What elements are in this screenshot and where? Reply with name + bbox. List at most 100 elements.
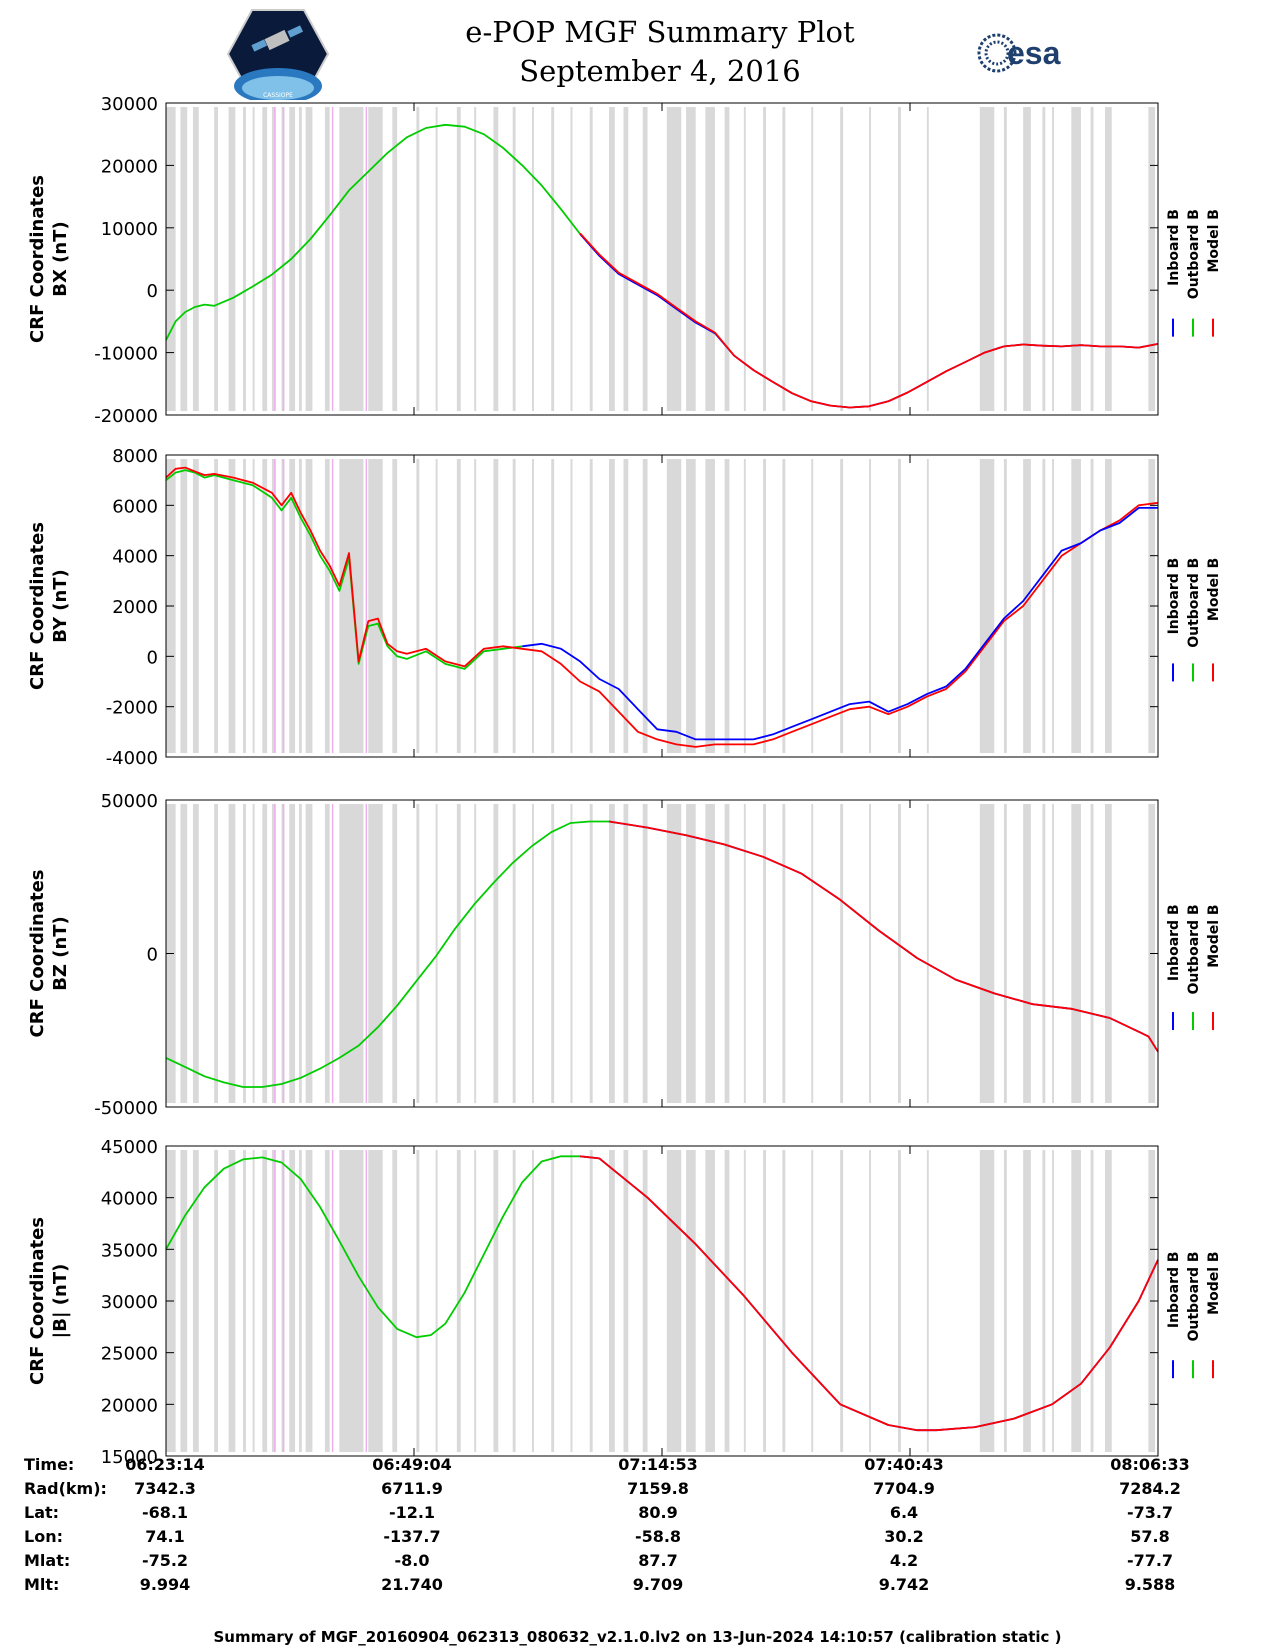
data-gap-band — [493, 1150, 499, 1452]
data-gap-band — [666, 804, 682, 1103]
data-gap-band — [1105, 107, 1112, 411]
data-gap-band — [305, 804, 313, 1103]
series-line-model — [165, 466, 1159, 748]
data-gap-band — [869, 1150, 871, 1452]
orbit-lon-value: 30.2 — [884, 1527, 924, 1546]
legend-label-model: Model B — [1206, 1251, 1222, 1314]
data-gap-band — [811, 804, 814, 1103]
data-gap-band — [743, 1150, 746, 1452]
data-gap-band — [368, 107, 383, 411]
orbit-rad-value: 6711.9 — [381, 1479, 443, 1498]
data-gap-band — [763, 107, 767, 411]
orbit-rad-value: 7342.3 — [134, 1479, 196, 1498]
plot-frame — [165, 102, 1159, 416]
data-gap-band — [416, 107, 420, 411]
data-gap-band — [1003, 804, 1007, 1103]
data-gap-band — [1042, 107, 1046, 411]
panel-4: 15000 20000 25000 30000 35000 40000 45000 CRF C… — [27, 1137, 1222, 1468]
orbit-time-value: 08:06:33 — [1110, 1455, 1190, 1474]
legend-label-outboard: Outboard B — [1186, 558, 1202, 648]
data-gap-band — [298, 804, 302, 1103]
data-gap-band — [298, 459, 302, 753]
y-tick-label: 4000 — [112, 547, 158, 568]
data-gap-band — [1090, 107, 1094, 411]
orbit-time-value: 06:49:04 — [372, 1455, 452, 1474]
data-gap-band — [724, 1150, 730, 1452]
data-gap-band — [512, 1150, 516, 1452]
data-gap-band — [763, 459, 767, 753]
data-gap-band — [570, 1150, 573, 1452]
legend-label-model: Model B — [1206, 558, 1222, 621]
y-tick-label: -10000 — [94, 344, 158, 365]
legend-label-outboard: Outboard B — [1186, 904, 1202, 994]
y-axis-label: CRF Coordinates — [27, 1217, 48, 1385]
plot-frame — [165, 799, 1159, 1108]
data-gap-band — [570, 107, 573, 411]
data-gap-band — [392, 107, 398, 411]
badge-logo-text: CASSIOPE — [263, 92, 293, 99]
data-gap-band — [1105, 804, 1112, 1103]
data-gap-band — [926, 459, 929, 753]
data-gap-band — [1090, 804, 1094, 1103]
data-gap-band — [1052, 459, 1054, 753]
y-axis-label: CRF Coordinates — [27, 870, 48, 1038]
data-gap-band — [493, 804, 499, 1103]
data-gap-band — [869, 804, 871, 1103]
data-gap-band — [642, 1150, 648, 1452]
data-gap-band — [705, 804, 715, 1103]
data-gap-band — [305, 107, 313, 411]
orbit-lat-value: -12.1 — [388, 1503, 436, 1522]
data-gap-band — [763, 1150, 767, 1452]
data-gap-band — [1090, 1150, 1094, 1452]
data-gap-band — [589, 107, 593, 411]
data-gap-band — [166, 107, 176, 411]
series-line-inboard — [522, 506, 1158, 741]
data-gap-band — [609, 107, 615, 411]
data-gap-band — [368, 804, 383, 1103]
summary-footer: Summary of MGF_20160904_062313_080632_v2… — [213, 1628, 1062, 1646]
data-gap-band — [1052, 804, 1054, 1103]
orbit-lon-value: 57.8 — [1130, 1527, 1170, 1546]
orbit-rad-value: 7284.2 — [1119, 1479, 1181, 1498]
y-tick-label: 15000 — [101, 1447, 158, 1468]
data-gap-band — [589, 1150, 593, 1452]
data-gap-band — [1090, 459, 1094, 753]
data-gap-band — [743, 804, 746, 1103]
data-gap-band — [840, 459, 844, 753]
y-axis-label: BY (nT) — [50, 569, 71, 643]
orbit-time-value: 07:14:53 — [618, 1455, 698, 1474]
orbit-lon-value: -137.7 — [383, 1527, 441, 1546]
orbit-mlt-value: 9.709 — [632, 1575, 684, 1594]
data-gap-band — [724, 804, 730, 1103]
data-gap-band — [570, 804, 573, 1103]
data-gap-band — [289, 804, 296, 1103]
y-tick-label: 20000 — [101, 1395, 158, 1416]
data-gap-band — [289, 1150, 296, 1452]
data-gap-band — [474, 1150, 477, 1452]
data-gap-band — [252, 804, 255, 1103]
data-gap-band — [623, 804, 629, 1103]
data-gap-band — [642, 459, 648, 753]
data-gap-band — [180, 107, 188, 411]
data-gap-band — [1105, 459, 1112, 753]
orbit-time-value: 07:40:43 — [864, 1455, 944, 1474]
data-gap-band — [493, 107, 499, 411]
data-gap-band — [743, 459, 746, 753]
data-gap-band — [705, 1150, 715, 1452]
data-gap-band — [228, 804, 236, 1103]
page-subtitle-date: September 4, 2016 — [519, 54, 801, 88]
data-gap-band — [840, 107, 844, 411]
series-line-outboard — [165, 469, 523, 670]
data-gap-band — [782, 804, 786, 1103]
data-gap-band — [252, 1150, 255, 1452]
data-gap-band — [1042, 1150, 1046, 1452]
data-gap-band — [869, 107, 871, 411]
cassiope-mission-logo: CASSIOPE — [226, 9, 330, 100]
data-gap-band — [298, 1150, 302, 1452]
data-gap-band — [435, 107, 438, 411]
y-tick-label: 20000 — [101, 156, 158, 177]
data-gap-band — [368, 459, 383, 753]
data-gap-band — [926, 804, 929, 1103]
data-gap-band — [416, 459, 420, 753]
